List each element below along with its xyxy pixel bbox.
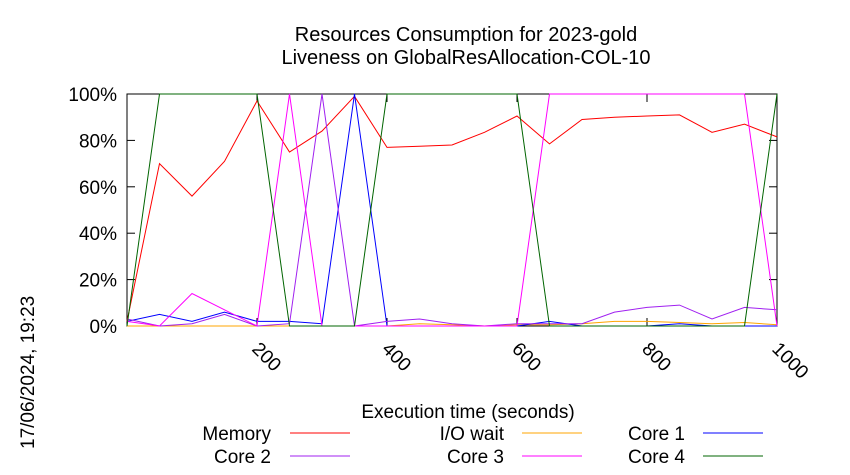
series-line-core-2 [126,93,778,327]
series-lines [126,93,778,327]
y-tick-label: 80% [79,131,117,152]
timestamp: 17/06/2024, 19:23 [18,296,39,449]
x-axis-label: Execution time (seconds) [361,402,574,423]
series-line-memory [126,95,778,322]
y-tick-label: 60% [79,178,117,199]
x-tick-label: 800 [637,339,674,376]
y-tick-label: 0% [90,317,118,338]
legend: Memory I/O wait Core 1 Core 2 Core 3 Core 4 [202,424,763,468]
x-tick-label: 200 [247,339,284,376]
chart-title-line-1: Resources Consumption for 2023-gold [295,24,637,46]
y-axis: 0% 20% 40% 60% 80% 100% [68,85,777,338]
series-line-core-1 [126,93,777,327]
y-tick-label: 20% [79,271,117,292]
legend-label: Core 1 [628,424,685,445]
x-tick-label: 1000 [767,339,812,384]
legend-label: I/O wait [440,424,505,445]
legend-label: Memory [202,424,271,445]
x-axis: 200 400 600 800 1000 [247,94,812,383]
legend-label: Core 4 [628,447,685,468]
series-line-core-3 [126,93,778,327]
x-tick-label: 600 [507,339,544,376]
legend-label: Core 3 [447,447,504,468]
y-tick-label: 40% [79,224,117,245]
chart-title-line-2: Liveness on GlobalResAllocation-COL-10 [281,47,650,69]
y-tick-label: 100% [68,85,117,106]
legend-label: Core 2 [214,447,271,468]
series-line-i-o-wait [127,320,778,327]
x-tick-label: 400 [377,339,414,376]
plot-area: 0% 20% 40% 60% 80% 100% 200 400 600 800 1000 [68,85,812,383]
series-line-core-4 [126,93,778,327]
plot-frame [126,93,778,327]
